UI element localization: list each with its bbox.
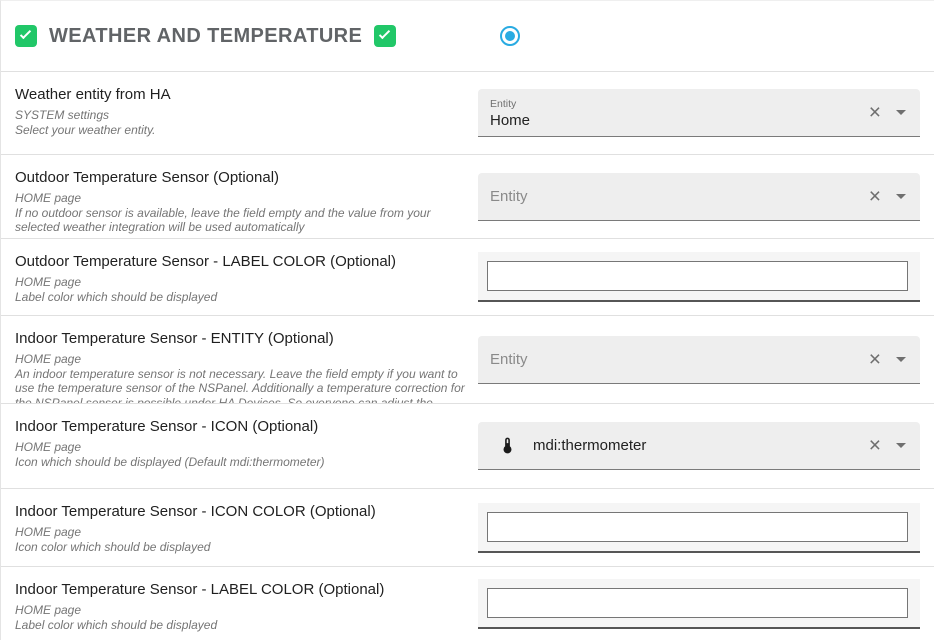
- thermometer-icon: [503, 437, 512, 454]
- select-text: Entity: [490, 350, 869, 369]
- setting-scope: SYSTEM settings: [15, 108, 110, 122]
- entity-select[interactable]: Entity Home ×: [478, 89, 920, 137]
- setting-field-area: [478, 567, 920, 641]
- section-header: WEATHER AND TEMPERATURE: [1, 1, 934, 72]
- setting-title: Outdoor Temperature Sensor - LABEL COLOR…: [15, 253, 397, 270]
- setting-description: Label color which should be displayed: [15, 289, 218, 304]
- setting-label-block: Indoor Temperature Sensor - ICON COLOR (…: [1, 489, 478, 566]
- setting-description: Label color which should be displayed: [15, 617, 218, 632]
- caret-down-icon[interactable]: [896, 110, 906, 115]
- entity-select[interactable]: mdi:thermometer ×: [478, 422, 920, 470]
- setting-description: An indoor temperature sensor is not nece…: [15, 366, 465, 404]
- select-value: Home: [490, 111, 531, 129]
- setting-title: Outdoor Temperature Sensor (Optional): [15, 169, 280, 186]
- setting-scope: HOME page: [15, 352, 82, 366]
- setting-field-area: [478, 239, 920, 315]
- select-float-label: Entity: [490, 97, 517, 110]
- setting-description: Icon color which should be displayed: [15, 539, 211, 554]
- settings-rows: Weather entity from HA SYSTEM settings S…: [1, 72, 934, 641]
- setting-label-block: Outdoor Temperature Sensor - LABEL COLOR…: [1, 239, 478, 315]
- setting-title: Indoor Temperature Sensor - ICON (Option…: [15, 418, 319, 435]
- section-checkbox-left[interactable]: [15, 25, 37, 47]
- color-text-input[interactable]: [487, 588, 908, 618]
- entity-select[interactable]: Entity ×: [478, 172, 920, 221]
- text-input-container: [478, 502, 920, 553]
- section-title: WEATHER AND TEMPERATURE: [49, 24, 363, 47]
- setting-field-area: [478, 489, 920, 566]
- setting-scope: HOME page: [15, 440, 82, 454]
- color-text-input[interactable]: [487, 261, 908, 291]
- select-value: mdi:thermometer: [533, 437, 647, 454]
- text-input-container: [478, 579, 920, 629]
- setting-label-block: Indoor Temperature Sensor - ICON (Option…: [1, 404, 478, 488]
- setting-row: Indoor Temperature Sensor - ICON COLOR (…: [1, 489, 934, 567]
- setting-scope: HOME page: [15, 191, 82, 205]
- setting-field-area: Entity ×: [478, 316, 920, 403]
- setting-title: Indoor Temperature Sensor - LABEL COLOR …: [15, 581, 385, 598]
- setting-description: Icon which should be displayed (Default …: [15, 454, 325, 469]
- select-text: mdi:thermometer: [533, 436, 869, 455]
- setting-row: Outdoor Temperature Sensor (Optional) HO…: [1, 155, 934, 239]
- caret-down-icon[interactable]: [896, 193, 906, 199]
- entity-select[interactable]: Entity ×: [478, 335, 920, 384]
- setting-title: Indoor Temperature Sensor - ENTITY (Opti…: [15, 330, 334, 347]
- section-radio-button[interactable]: [500, 26, 521, 46]
- select-value: Entity: [490, 350, 528, 368]
- setting-scope: HOME page: [15, 275, 82, 289]
- setting-label-block: Indoor Temperature Sensor - ENTITY (Opti…: [1, 316, 478, 403]
- setting-field-area: Entity Home ×: [478, 72, 920, 154]
- setting-label-block: Indoor Temperature Sensor - LABEL COLOR …: [1, 567, 478, 641]
- text-input-container: [478, 252, 920, 302]
- select-text: Entity: [490, 187, 869, 206]
- setting-row: Indoor Temperature Sensor - ICON (Option…: [1, 404, 934, 489]
- setting-title: Weather entity from HA: [15, 86, 171, 103]
- clear-icon[interactable]: ×: [868, 101, 881, 124]
- setting-label-block: Outdoor Temperature Sensor (Optional) HO…: [1, 155, 478, 238]
- caret-down-icon[interactable]: [896, 443, 906, 448]
- setting-field-area: mdi:thermometer ×: [478, 404, 920, 488]
- color-text-input[interactable]: [487, 511, 908, 542]
- section-checkbox-right[interactable]: [374, 25, 397, 47]
- setting-label-block: Weather entity from HA SYSTEM settings S…: [1, 72, 478, 154]
- checkmark-icon: [19, 27, 32, 40]
- setting-description: If no outdoor sensor is available, leave…: [15, 205, 431, 235]
- setting-row: Indoor Temperature Sensor - LABEL COLOR …: [1, 567, 934, 641]
- clear-icon[interactable]: ×: [868, 434, 881, 457]
- setting-title: Indoor Temperature Sensor - ICON COLOR (…: [15, 503, 376, 520]
- setting-row: Indoor Temperature Sensor - ENTITY (Opti…: [1, 316, 934, 404]
- select-value: Entity: [490, 187, 528, 205]
- caret-down-icon[interactable]: [896, 356, 906, 362]
- clear-icon[interactable]: ×: [868, 347, 881, 371]
- setting-row: Outdoor Temperature Sensor - LABEL COLOR…: [1, 239, 934, 316]
- setting-field-area: Entity ×: [478, 155, 920, 238]
- checkmark-icon: [379, 27, 391, 40]
- setting-row: Weather entity from HA SYSTEM settings S…: [1, 72, 934, 155]
- select-text: Entity Home: [490, 96, 869, 130]
- setting-description: Select your weather entity.: [15, 122, 156, 137]
- setting-scope: HOME page: [15, 603, 82, 617]
- clear-icon[interactable]: ×: [868, 184, 881, 208]
- setting-scope: HOME page: [15, 525, 82, 539]
- radio-dot-icon: [505, 31, 516, 41]
